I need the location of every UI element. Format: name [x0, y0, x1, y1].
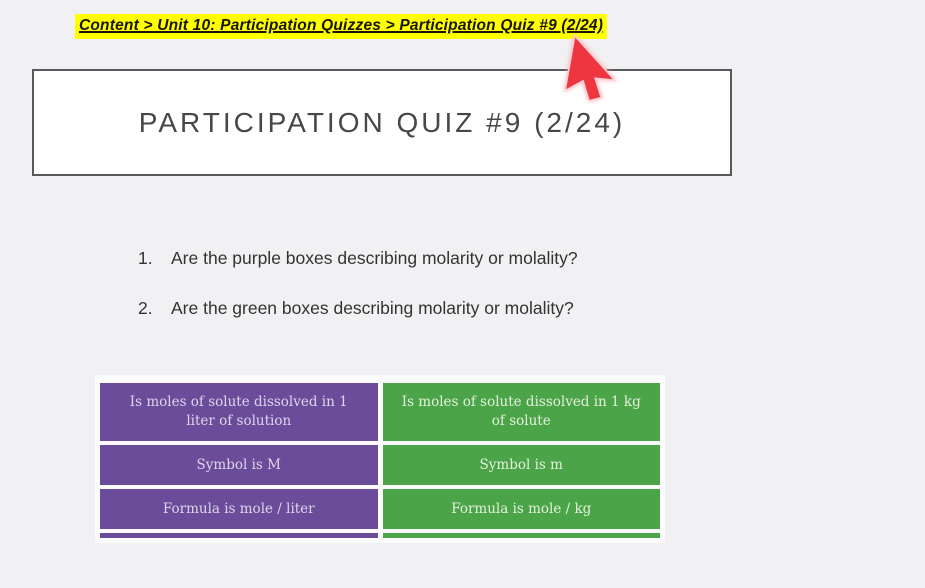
comparison-table: Is moles of solute dissolved in 1 liter …: [95, 375, 665, 543]
purple-column: Is moles of solute dissolved in 1 liter …: [100, 383, 378, 538]
title-box: PARTICIPATION QUIZ #9 (2/24): [32, 69, 732, 176]
question-number: 1.: [138, 248, 153, 268]
green-cell-symbol: Symbol is m: [382, 445, 660, 485]
green-cell-description: Is moles of solute dissolved in 1 kg of …: [382, 383, 660, 441]
question-number: 2.: [138, 298, 153, 318]
question-item-2: 2. Are the green boxes describing molari…: [138, 298, 578, 319]
question-list: 1. Are the purple boxes describing molar…: [138, 248, 578, 348]
breadcrumb[interactable]: Content > Unit 10: Participation Quizzes…: [75, 14, 608, 39]
purple-cell-formula: Formula is mole / liter: [100, 489, 378, 529]
green-cell-formula: Formula is mole / kg: [382, 489, 660, 529]
purple-cell-symbol: Symbol is M: [100, 445, 378, 485]
question-text: Are the purple boxes describing molarity…: [171, 248, 578, 268]
green-cutoff-row: [382, 533, 660, 538]
purple-cell-description: Is moles of solute dissolved in 1 liter …: [100, 383, 378, 441]
page-title: PARTICIPATION QUIZ #9 (2/24): [138, 106, 626, 138]
question-text: Are the green boxes describing molarity …: [171, 298, 574, 318]
purple-cutoff-row: [100, 533, 378, 538]
green-column: Is moles of solute dissolved in 1 kg of …: [382, 383, 660, 538]
question-item-1: 1. Are the purple boxes describing molar…: [138, 248, 578, 269]
